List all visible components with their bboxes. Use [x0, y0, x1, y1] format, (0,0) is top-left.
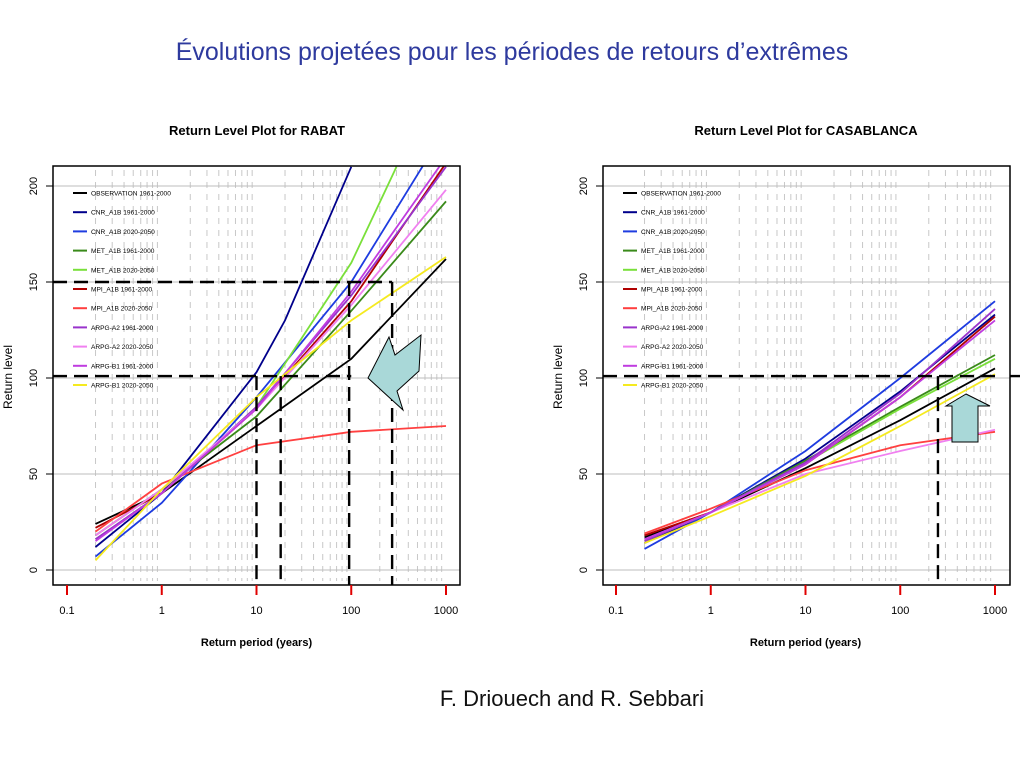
- legend-label: MET_A1B 2020-2050: [91, 267, 155, 274]
- legend-label: ARPG-B1 1961-2000: [641, 363, 704, 370]
- legend-label: CNR_A1B 2020-2050: [91, 229, 155, 236]
- y-axis: 0 50 100 150 200: [578, 177, 603, 573]
- x-tick-label: 10: [250, 605, 262, 617]
- x-axis-label: Return period (years): [201, 637, 313, 649]
- x-tick-label: 1000: [434, 605, 458, 617]
- y-tick-label: 0: [578, 567, 590, 573]
- y-axis-label: Return level: [1, 345, 15, 409]
- series-line-arpg-b1-2020-2050: [644, 373, 996, 544]
- legend-label: MPI_A1B 1961-2000: [91, 287, 153, 294]
- x-tick-label: 100: [342, 605, 360, 617]
- arrow-icon: [944, 393, 991, 443]
- y-tick-label: 200: [28, 177, 40, 195]
- legend-label: ARPG-A2 2020-2050: [91, 344, 154, 351]
- arrow-icon: [367, 333, 422, 412]
- legend-label: ARPG-A2 2020-2050: [641, 344, 704, 351]
- legend-label: CNR_A1B 2020-2050: [641, 229, 705, 236]
- y-axis-label: Return level: [551, 345, 565, 409]
- y-tick-label: 150: [28, 273, 40, 291]
- legend-label: MPI_A1B 2020-2050: [91, 306, 153, 313]
- x-tick-label: 1: [159, 605, 165, 617]
- slide-title: Évolutions projetées pour les périodes d…: [175, 38, 849, 66]
- y-tick-label: 150: [578, 273, 590, 291]
- x-axis: 0.1 1 10 100 1000: [608, 585, 1007, 617]
- legend-label: ARPG-B1 1961-2000: [91, 363, 154, 370]
- legend-label: OBSERVATION 1961-2000: [641, 191, 721, 198]
- reference-lines: [603, 374, 995, 585]
- x-tick-label: 0.1: [608, 605, 623, 617]
- legend: OBSERVATION 1961-2000 CNR_A1B 1961-2000 CN…: [623, 191, 721, 390]
- chart-title: Return Level Plot for RABAT: [169, 123, 345, 138]
- legend-label: ARPG-A2 1961-2000: [641, 325, 704, 332]
- legend-label: MPI_A1B 2020-2050: [641, 306, 703, 313]
- legend: OBSERVATION 1961-2000 CNR_A1B 1961-2000 CN…: [73, 191, 171, 390]
- legend-label: ARPG-B1 2020-2050: [641, 383, 704, 390]
- legend-label: MET_A1B 1961-2000: [91, 248, 155, 255]
- series-line-mpi-a1b-2020-2050: [644, 430, 996, 535]
- y-tick-label: 100: [28, 369, 40, 387]
- legend-label: ARPG-A2 1961-2000: [91, 325, 154, 332]
- x-axis: 0.1 1 10 100 1000: [59, 585, 458, 617]
- series-line-arpg-a2-2020-2050: [644, 428, 996, 541]
- x-axis-label: Return period (years): [750, 637, 862, 649]
- legend-label: OBSERVATION 1961-2000: [91, 191, 171, 198]
- legend-label: MET_A1B 2020-2050: [641, 267, 705, 274]
- legend-label: ARPG-B1 2020-2050: [91, 383, 154, 390]
- y-tick-label: 50: [578, 468, 590, 480]
- legend-label: CNR_A1B 1961-2000: [91, 210, 155, 217]
- reference-lines: [53, 280, 394, 585]
- y-tick-label: 200: [578, 177, 590, 195]
- chart-title: Return Level Plot for CASABLANCA: [694, 123, 918, 138]
- legend-label: MET_A1B 1961-2000: [641, 248, 705, 255]
- x-tick-label: 0.1: [59, 605, 74, 617]
- x-tick-label: 1000: [983, 605, 1007, 617]
- series-line-arpg-b1-1961-2000: [644, 319, 996, 541]
- x-tick-label: 1: [708, 605, 714, 617]
- x-tick-label: 100: [891, 605, 909, 617]
- y-tick-label: 100: [578, 369, 590, 387]
- y-axis: 0 50 100 150 200: [28, 177, 53, 573]
- legend-label: MPI_A1B 1961-2000: [641, 287, 703, 294]
- x-tick-label: 10: [799, 605, 811, 617]
- series-line-cnr-a1b-2020-2050: [644, 300, 996, 550]
- legend-label: CNR_A1B 1961-2000: [641, 210, 705, 217]
- authors: F. Driouech and R. Sebbari: [439, 686, 705, 711]
- series-group: [644, 300, 996, 550]
- y-tick-label: 0: [28, 567, 40, 573]
- series-line-cnr-a1b-1961-2000: [94, 166, 353, 548]
- y-tick-label: 50: [28, 468, 40, 480]
